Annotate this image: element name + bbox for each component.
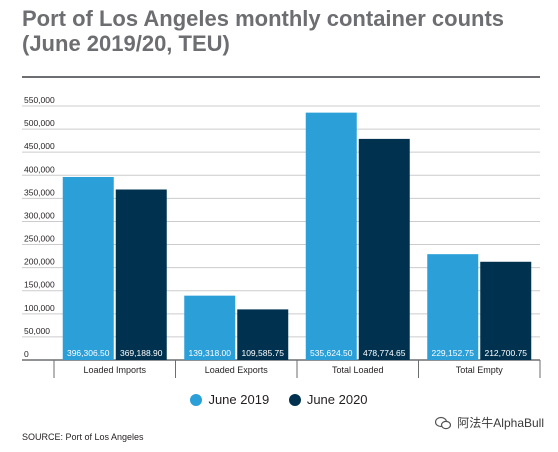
wechat-icon xyxy=(435,416,452,429)
legend-label-june-2019: June 2019 xyxy=(208,392,270,407)
bar-data-label: 396,306.50 xyxy=(67,348,110,358)
watermark-text: 阿法牛AlphaBull xyxy=(457,416,544,430)
bar-data-label: 229,152.75 xyxy=(431,348,474,358)
chart-legend: June 2019 June 2020 xyxy=(0,392,558,409)
legend-item-june-2020: June 2020 xyxy=(288,392,368,407)
y-tick-label: 250,000 xyxy=(24,234,55,244)
x-tick-label: Total Empty xyxy=(456,365,504,375)
y-tick-label: 100,000 xyxy=(24,303,55,313)
bar xyxy=(237,309,289,360)
bar-data-label: 109,585.75 xyxy=(241,348,284,358)
y-tick-label: 150,000 xyxy=(24,280,55,290)
y-tick-label: 350,000 xyxy=(24,187,55,197)
bar-data-label: 478,774.65 xyxy=(363,348,406,358)
y-tick-label: 500,000 xyxy=(24,118,55,128)
bar-data-label: 535,624.50 xyxy=(310,348,353,358)
bar-data-label: 139,318.00 xyxy=(188,348,231,358)
bar-data-label: 369,188.90 xyxy=(120,348,163,358)
y-tick-label: 400,000 xyxy=(24,164,55,174)
bar xyxy=(358,138,410,360)
x-tick-label: Loaded Exports xyxy=(205,365,269,375)
source-note: SOURCE: Port of Los Angeles xyxy=(22,432,144,442)
chart-title-line-2: (June 2019/20, TEU) xyxy=(22,31,230,56)
chart-title-line-1: Port of Los Angeles monthly container co… xyxy=(22,6,505,31)
x-tick-label: Loaded Imports xyxy=(83,365,146,375)
title-divider xyxy=(22,76,540,78)
y-tick-label: 550,000 xyxy=(24,95,55,105)
chart-title: Port of Los Angeles monthly container co… xyxy=(22,6,552,56)
legend-label-june-2020: June 2020 xyxy=(306,392,368,407)
bar-data-label: 212,700.75 xyxy=(484,348,527,358)
bar xyxy=(305,112,357,360)
x-tick-label: Total Loaded xyxy=(332,365,384,375)
y-tick-label: 0 xyxy=(24,349,29,359)
bar xyxy=(115,189,167,360)
y-tick-label: 450,000 xyxy=(24,141,55,151)
y-tick-label: 200,000 xyxy=(24,257,55,267)
bar xyxy=(184,295,236,360)
bar xyxy=(427,254,479,360)
legend-item-june-2019: June 2019 xyxy=(190,392,269,407)
bar xyxy=(62,176,114,360)
bar-chart: 0 50,000 100,000 150,000 200,000 250,000 300,0… xyxy=(22,95,541,378)
bar xyxy=(480,261,532,360)
y-tick-label: 300,000 xyxy=(24,210,55,220)
watermark: 阿法牛AlphaBull xyxy=(435,414,544,431)
legend-swatch-june-2020 xyxy=(288,393,301,406)
legend-swatch-june-2019 xyxy=(190,393,203,406)
y-tick-label: 50,000 xyxy=(24,326,50,336)
